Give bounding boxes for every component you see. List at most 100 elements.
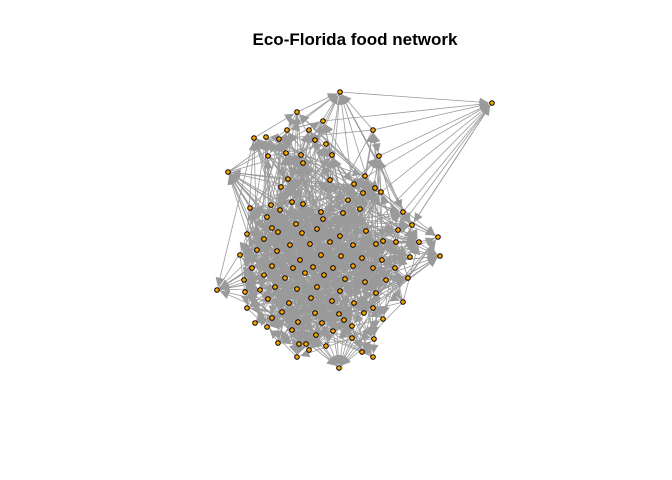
network-edge	[216, 289, 312, 315]
network-node	[437, 253, 443, 259]
network-edge	[314, 239, 341, 314]
network-node	[318, 209, 324, 215]
network-edge	[353, 104, 490, 185]
network-node	[296, 341, 302, 347]
network-node	[321, 272, 327, 278]
network-node	[282, 275, 288, 281]
network-node	[225, 169, 231, 175]
network-edge	[362, 192, 436, 236]
network-edge	[244, 264, 350, 293]
network-edge	[265, 136, 284, 152]
network-edge	[290, 162, 304, 177]
network-node	[330, 328, 336, 334]
network-node	[359, 349, 365, 355]
network-node	[289, 199, 295, 205]
network-node	[269, 263, 275, 269]
network-node	[286, 300, 292, 306]
node-layer	[214, 89, 495, 371]
network-node	[319, 320, 325, 326]
network-node	[308, 295, 314, 301]
network-edge	[339, 91, 489, 107]
network-edge	[242, 154, 333, 253]
network-node	[357, 206, 363, 212]
network-edge	[316, 213, 401, 288]
network-edge	[252, 137, 262, 247]
network-node	[337, 233, 343, 239]
network-node	[283, 150, 289, 156]
network-edge	[248, 236, 276, 288]
network-edge	[290, 120, 324, 132]
network-node	[383, 277, 389, 283]
network-node	[264, 324, 270, 330]
network-edge	[271, 209, 281, 284]
network-node	[269, 225, 275, 231]
network-node	[293, 221, 299, 227]
network-node	[257, 287, 263, 293]
chart-title: Eco-Florida food network	[252, 30, 458, 49]
network-node	[360, 190, 366, 196]
network-node	[362, 279, 368, 285]
network-node	[349, 323, 355, 329]
network-node	[400, 209, 406, 215]
network-node	[274, 248, 280, 254]
network-node	[416, 239, 422, 245]
network-edge	[304, 272, 338, 312]
network-node	[350, 242, 356, 248]
network-node	[379, 257, 385, 263]
network-edge	[378, 104, 490, 157]
network-node	[284, 127, 290, 133]
network-node	[237, 252, 243, 258]
network-node	[289, 327, 295, 333]
network-node	[306, 127, 312, 133]
network-edge	[266, 244, 291, 324]
network-node	[312, 137, 318, 143]
network-edge	[341, 301, 404, 366]
network-node	[371, 336, 377, 342]
network-node	[285, 176, 291, 182]
network-edge	[253, 206, 420, 243]
network-node	[261, 272, 267, 278]
network-node	[372, 185, 378, 191]
network-node	[263, 134, 269, 140]
network-node	[300, 160, 306, 166]
network-node	[362, 173, 368, 179]
network-edge	[277, 277, 323, 344]
network-node	[294, 109, 300, 115]
network-edge	[314, 292, 373, 314]
network-node	[359, 255, 365, 261]
network-node	[294, 286, 300, 292]
network-node	[340, 210, 346, 216]
network-node	[269, 315, 275, 321]
network-edge	[339, 91, 411, 223]
network-node	[327, 239, 333, 245]
network-node	[405, 275, 411, 281]
network-node	[278, 184, 284, 190]
network-node	[393, 239, 399, 245]
network-node	[314, 226, 320, 232]
network-node	[380, 238, 386, 244]
network-node	[313, 332, 319, 338]
network-node	[392, 265, 398, 271]
network-node	[370, 265, 376, 271]
network-node	[294, 354, 300, 360]
network-edge	[341, 94, 374, 131]
network-node	[242, 289, 248, 295]
network-node	[395, 227, 401, 233]
network-edge	[380, 104, 490, 193]
network-node	[275, 340, 281, 346]
network-node	[272, 284, 278, 290]
network-edge	[227, 171, 345, 202]
network-node	[329, 298, 335, 304]
network-node	[276, 136, 282, 142]
network-edge	[342, 241, 420, 290]
network-edge	[227, 93, 338, 173]
network-node	[290, 265, 296, 271]
network-node	[265, 153, 271, 159]
network-edge	[215, 137, 255, 287]
network-edge	[256, 140, 363, 259]
network-edge	[371, 129, 381, 153]
network-node	[349, 335, 355, 341]
network-node	[279, 309, 285, 315]
network-edge	[288, 205, 299, 323]
network-edge	[267, 155, 287, 177]
